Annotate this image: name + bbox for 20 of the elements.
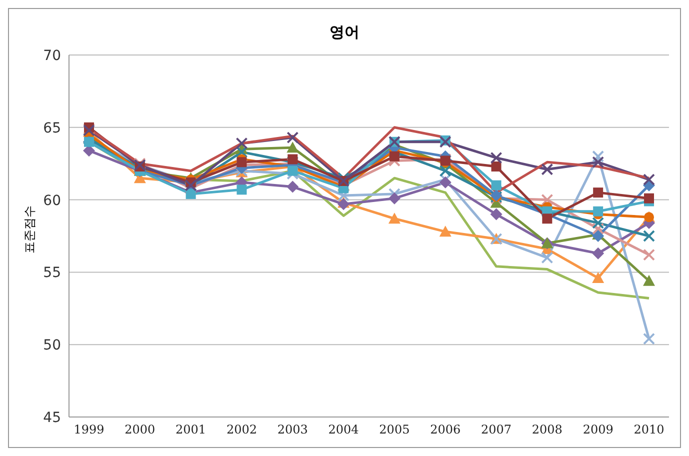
x-tick-label: 1999 (74, 422, 104, 437)
x-tick-label: 2000 (124, 422, 156, 437)
x-tick-label: 2001 (176, 422, 206, 437)
x-tick-label: 2008 (532, 422, 562, 437)
x-tick-label: 2007 (481, 422, 512, 437)
chart-title: 영어 (328, 23, 360, 42)
x-tick-label: 2003 (277, 422, 308, 437)
x-tick-label: 2009 (582, 422, 614, 437)
y-tick-label: 70 (43, 48, 61, 64)
y-axis-title: 표준점수 (22, 204, 38, 256)
y-tick-label: 50 (43, 338, 61, 354)
y-tick-label: 55 (43, 265, 61, 282)
x-tick-label: 2005 (379, 422, 410, 437)
x-tick-label: 2010 (634, 422, 664, 437)
x-tick-label: 2006 (430, 422, 461, 437)
x-tick-label: 2004 (328, 422, 360, 437)
y-tick-label: 65 (43, 120, 61, 136)
y-tick-label: 45 (43, 410, 61, 426)
x-tick-label: 2002 (226, 422, 257, 437)
y-tick-label: 60 (43, 192, 61, 209)
